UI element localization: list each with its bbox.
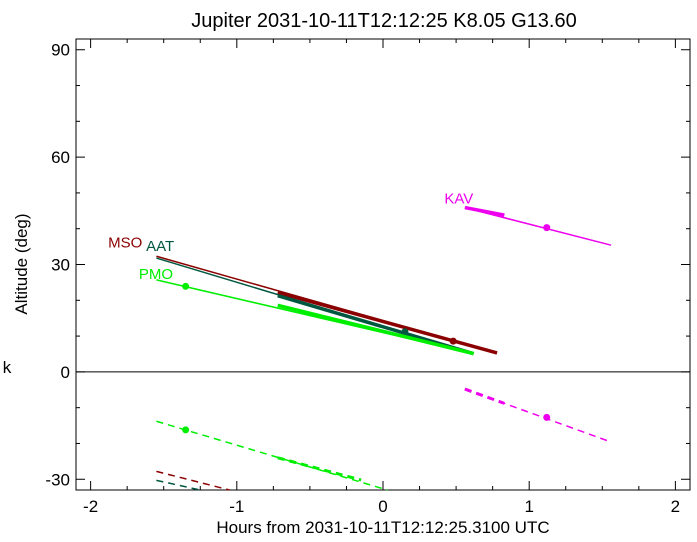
side-mark: k [2, 358, 12, 377]
series-label: PMO [139, 266, 173, 283]
below-horizon-line [156, 480, 200, 490]
x-axis-label: Hours from 2031-10-11T12:12:25.3100 UTC [216, 518, 549, 537]
below-horizon-line [465, 389, 611, 442]
y-tick-label: 60 [51, 148, 70, 167]
altitude-thick-line [278, 292, 497, 352]
below-horizon-thick-line [278, 458, 361, 480]
altitude-thick-line [278, 305, 474, 353]
y-tick-label: 0 [61, 363, 70, 382]
series-label: MSO [108, 234, 142, 251]
x-tick-label: 2 [671, 497, 680, 516]
series-layer: MSO AAT PMO KAV [108, 191, 611, 490]
below-horizon-line [156, 471, 229, 490]
series-aat: AAT [146, 238, 473, 490]
series-label: AAT [146, 238, 174, 255]
below-horizon-line [156, 421, 387, 490]
x-tick-label: -2 [83, 497, 98, 516]
altitude-marker [182, 283, 189, 290]
y-tick-label: -30 [45, 470, 70, 489]
series-kav: KAV [444, 191, 611, 442]
chart-title: Jupiter 2031-10-11T12:12:25 K8.05 G13.60 [191, 10, 576, 32]
altitude-marker [450, 338, 457, 345]
altitude-marker [543, 224, 550, 231]
y-tick-label: 90 [51, 41, 70, 60]
altitude-marker [401, 328, 408, 335]
x-tick-label: 0 [378, 497, 387, 516]
x-tick-label: 1 [524, 497, 533, 516]
plot-frame [76, 39, 690, 490]
below-horizon-marker [543, 414, 550, 421]
below-horizon-thick-line [465, 389, 504, 403]
y-tick-label: 30 [51, 256, 70, 275]
y-axis-label: Altitude (deg) [12, 213, 31, 314]
below-horizon-marker [182, 426, 189, 433]
altitude-thick-line [465, 208, 504, 216]
x-tick-label: -1 [229, 497, 244, 516]
series-label: KAV [444, 191, 473, 208]
